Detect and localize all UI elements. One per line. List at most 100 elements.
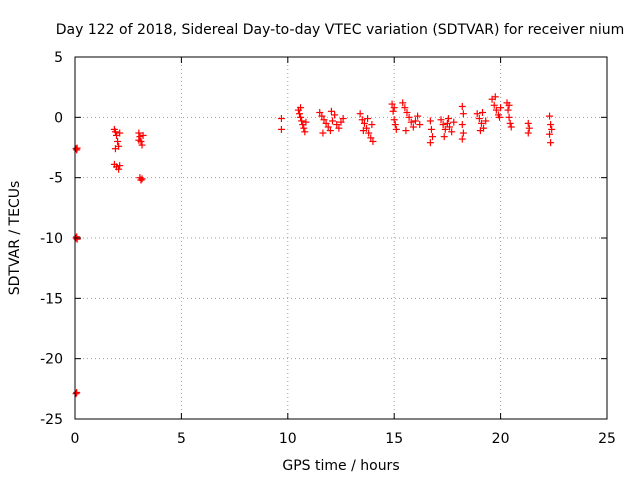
data-point [444, 115, 452, 123]
y-tick-label: -5 [49, 171, 63, 187]
data-point [116, 129, 124, 137]
x-tick-label: 25 [598, 431, 616, 447]
data-point [138, 141, 146, 149]
data-point [506, 119, 514, 127]
data-point [402, 127, 410, 135]
data-point [492, 106, 500, 114]
data-point [73, 388, 81, 396]
data-point [505, 113, 513, 121]
data-point [297, 113, 305, 121]
y-tick-label: -25 [40, 412, 63, 428]
data-point [409, 123, 417, 131]
data-point [496, 113, 504, 121]
data-point [137, 176, 145, 184]
data-point [548, 125, 556, 133]
data-point [390, 116, 398, 124]
data-point [443, 119, 451, 127]
data-point [328, 117, 336, 125]
data-point [111, 128, 119, 136]
data-point [72, 390, 80, 398]
data-point [337, 118, 345, 126]
data-point [403, 109, 411, 117]
data-point [507, 123, 515, 131]
data-point [296, 110, 304, 118]
data-point [546, 112, 554, 120]
data-point [356, 110, 364, 118]
data-point [300, 124, 308, 132]
data-point [476, 127, 484, 135]
data-point [358, 116, 366, 124]
data-point [426, 139, 434, 147]
data-point [324, 123, 332, 131]
x-axis-label: GPS time / hours [282, 458, 399, 474]
data-point [391, 121, 399, 129]
data-point [72, 145, 80, 153]
y-tick-label: 0 [54, 110, 63, 126]
data-point [364, 115, 372, 123]
data-point [139, 131, 147, 139]
x-tick-label: 10 [279, 431, 297, 447]
data-point [427, 125, 435, 133]
data-point [369, 137, 377, 145]
data-point [477, 119, 485, 127]
x-tick-label: 0 [71, 431, 80, 447]
data-point [440, 133, 448, 141]
data-point [320, 116, 328, 124]
data-point [318, 112, 326, 120]
x-tick-label: 15 [385, 431, 403, 447]
data-point [459, 110, 467, 118]
data-point [482, 117, 490, 125]
data-point [297, 104, 305, 112]
data-point [136, 133, 144, 141]
data-point [114, 137, 122, 145]
data-point [458, 102, 466, 110]
data-point [399, 99, 407, 107]
data-point [301, 128, 309, 136]
data-point [414, 112, 422, 120]
x-tick-label: 5 [177, 431, 186, 447]
data-point [437, 116, 445, 124]
data-point [368, 121, 376, 129]
data-point [339, 115, 347, 123]
data-point [138, 175, 146, 183]
y-tick-label: 5 [54, 50, 63, 66]
data-point [389, 107, 397, 115]
data-point [319, 129, 327, 137]
data-point [116, 162, 124, 170]
data-point [135, 129, 143, 137]
data-point [322, 119, 330, 127]
y-tick-label: -20 [40, 352, 63, 368]
data-point [473, 110, 481, 118]
data-point [326, 127, 334, 135]
axis-ticks [74, 56, 608, 420]
data-point [505, 101, 513, 109]
data-point [277, 125, 285, 133]
data-point [405, 113, 413, 121]
data-point [458, 135, 466, 143]
data-point [475, 115, 483, 123]
data-point [479, 109, 487, 117]
data-point [327, 107, 335, 115]
data-point [365, 129, 373, 137]
data-point [331, 111, 339, 119]
data-point [448, 128, 456, 136]
data-point [335, 124, 343, 132]
data-point [359, 127, 367, 135]
data-point [302, 118, 310, 126]
data-point [504, 106, 512, 114]
grid-lines [75, 57, 607, 419]
data-point [524, 119, 532, 127]
y-tick-label: -15 [40, 291, 63, 307]
data-point [439, 121, 447, 129]
data-point [401, 104, 409, 112]
data-point [525, 124, 533, 132]
data-point [316, 109, 324, 117]
data-point [426, 117, 434, 125]
tick-labels: 0 5 10 15 20 25 -25 -20 -15 -10 -5 0 5 [40, 50, 616, 447]
data-point [547, 121, 555, 129]
data-point [450, 118, 458, 126]
data-point [416, 121, 424, 129]
x-tick-label: 20 [492, 431, 510, 447]
data-point [491, 93, 499, 101]
